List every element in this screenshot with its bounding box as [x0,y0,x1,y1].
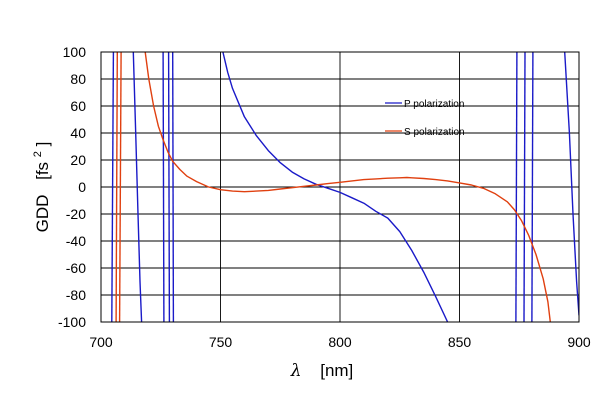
series-line [222,52,449,322]
x-axis-label: λ [nm] [290,361,354,381]
series-lines [111,52,579,322]
y-tick-label: -80 [66,287,86,303]
plot-frame [100,51,580,323]
y-axis-unit-close: ] [33,142,52,147]
series-line [171,52,175,322]
legend: P polarization S polarization [385,99,465,138]
series-0 [111,52,579,322]
series-line [515,52,518,322]
y-axis-label: GDD [fs 2 ] [26,142,52,233]
series-line [531,52,534,322]
series-line [118,52,122,322]
y-tick-label: 100 [63,44,87,60]
series-line [162,52,165,322]
x-tick-labels: 700 750 800 850 900 [89,334,591,350]
y-tick-label: -20 [66,206,86,222]
x-tick-label: 850 [448,334,472,350]
y-axis-name: GDD [33,195,52,233]
y-tick-label: 20 [70,152,86,168]
y-tick-label: 60 [70,98,86,114]
series-line [132,52,143,322]
series-line [144,52,551,322]
legend-label-p: P polarization [404,99,464,110]
x-tick-label: 800 [328,334,352,350]
series-line [564,52,579,316]
y-tick-label: -60 [66,260,86,276]
x-tick-label: 750 [209,334,233,350]
series-line [167,52,171,322]
y-tick-label: 80 [70,71,86,87]
x-axis-unit: [nm] [320,361,353,380]
series-1 [115,52,551,322]
series-line [111,52,115,322]
y-tick-label: -100 [58,314,86,330]
y-tick-labels: -100 -80 -60 -40 -20 0 20 40 60 80 100 [58,44,86,330]
y-axis-unit-open: [fs [33,162,52,180]
y-tick-label: -40 [66,233,86,249]
y-axis-unit-sup: 2 [32,151,44,157]
y-tick-label: 40 [70,125,86,141]
x-tick-label: 700 [89,334,113,350]
y-tick-label: 0 [78,179,86,195]
legend-label-s: S polarization [404,127,465,138]
series-line [523,52,526,322]
x-axis-symbol: λ [290,361,302,381]
x-tick-label: 900 [567,334,591,350]
series-line [115,52,118,322]
